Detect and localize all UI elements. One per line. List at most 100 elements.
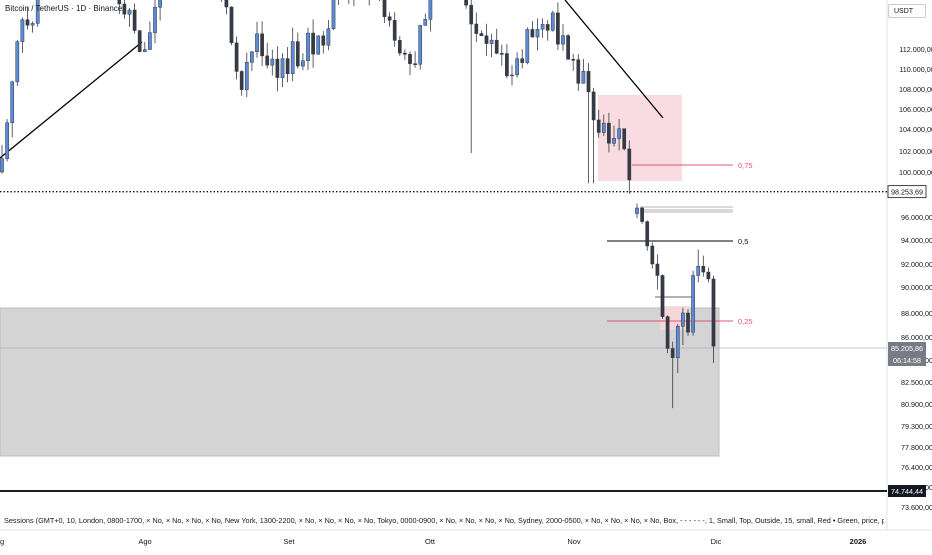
candle-body-117	[596, 119, 601, 133]
resistance-zone	[598, 95, 682, 181]
candle-body-81	[413, 63, 417, 65]
candle-body-111	[566, 35, 570, 60]
candle-body-137	[701, 266, 706, 273]
candle-body-44	[224, 0, 229, 8]
candle-body-5	[25, 19, 30, 26]
price-tick-label-16: 79.300,00	[901, 422, 932, 431]
candle-body-30	[153, 6, 157, 33]
currency-button[interactable]: USDT	[888, 4, 926, 18]
candle-body-119	[607, 122, 611, 144]
candle-body-107	[545, 24, 550, 31]
price-tick-label-12: 86.000,00	[901, 333, 932, 342]
candle-body-122	[622, 128, 627, 150]
candle-body-128	[655, 263, 660, 276]
price-tick-label-20: 73.600,00	[901, 503, 932, 512]
candle-body-7	[35, 0, 40, 24]
indicator-legend: Sessions (GMT+0, 10, London, 0800-1700, …	[4, 516, 884, 525]
candle-body-23	[117, 0, 122, 5]
candle-body-138	[706, 271, 711, 280]
candle-body-62	[316, 35, 321, 55]
candle-body-131	[670, 348, 675, 358]
candle-body-126	[645, 221, 650, 247]
candle-body-98	[499, 53, 504, 55]
candle-body-47	[239, 71, 244, 90]
candle-body-115	[586, 71, 591, 93]
price-tick-label-8: 94.000,00	[901, 236, 932, 245]
last-price-label: 85.205,86	[891, 344, 923, 353]
candle-body-103	[525, 29, 530, 63]
countdown-label-bg	[888, 354, 926, 366]
candle-body-4	[20, 19, 25, 42]
price-tick-label-4: 104.000,00	[899, 125, 932, 134]
trendline-up	[0, 41, 143, 159]
candle-body-125	[640, 207, 644, 222]
fib-075-label: 0,75	[738, 161, 753, 170]
candle-body-96	[489, 39, 494, 44]
candle-body-92	[469, 4, 474, 25]
candle-body-93	[474, 23, 479, 34]
candle-body-123	[627, 148, 632, 181]
candle-body-108	[550, 12, 555, 31]
price-tick-label-15: 80.900,00	[901, 400, 932, 409]
candle-body-76	[387, 16, 392, 21]
candle-body-78	[397, 40, 402, 54]
horizontal-level-price-label-bg	[888, 185, 926, 198]
candle-body-132	[675, 325, 680, 358]
candle-body-52	[265, 55, 270, 66]
candle-body-24	[122, 3, 127, 15]
candle-body-134	[686, 312, 690, 333]
candle-body-124	[635, 207, 639, 214]
candle-body-63	[321, 35, 326, 46]
price-tick-label-5: 102.000,00	[899, 147, 932, 156]
candle-body-29	[148, 32, 152, 50]
price-tick-label-2: 108.000,00	[899, 85, 932, 94]
candle-body-101	[515, 58, 519, 76]
price-tick-label-14: 82.500,00	[901, 378, 932, 387]
time-axis-label-partial: g	[0, 537, 4, 546]
candle-body-48	[244, 62, 249, 90]
candle-body-58	[295, 41, 300, 67]
candle-body-133	[681, 312, 685, 327]
candle-body-127	[650, 245, 655, 265]
candle-body-53	[270, 58, 275, 66]
candle-body-130	[665, 316, 670, 349]
last-price-label-bg	[888, 342, 926, 354]
candle-body-83	[423, 19, 428, 26]
price-tick-label-9: 92.000,00	[901, 260, 932, 269]
bottom-level-price-label: 74.744,44	[891, 487, 923, 496]
candle-body-64	[326, 28, 331, 46]
fib-05-label: 0,5	[738, 237, 748, 246]
candle-body-100	[510, 74, 514, 77]
candle-body-61	[311, 32, 315, 55]
candle-body-26	[132, 9, 137, 31]
price-tick-label-10: 90.000,00	[901, 283, 932, 292]
candle-body-56	[285, 58, 290, 75]
time-axis-label-2: Ott	[425, 537, 436, 546]
candle-body-0	[0, 158, 4, 173]
candle-body-60	[306, 32, 310, 61]
candle-body-97	[494, 39, 499, 54]
candle-body-46	[234, 42, 239, 72]
candle-body-105	[535, 28, 540, 38]
candle-body-77	[392, 19, 397, 41]
trendline-down	[564, 0, 664, 119]
time-axis-label-1: Set	[283, 537, 295, 546]
candle-body-57	[290, 41, 295, 75]
candle-body-25	[127, 9, 132, 15]
candle-body-114	[581, 71, 586, 84]
candle-body-95	[484, 35, 489, 44]
price-tick-label-18: 76.400,00	[901, 463, 932, 472]
candle-body-55	[280, 58, 285, 78]
candle-body-113	[576, 59, 581, 84]
price-tick-label-6: 100.000,00	[899, 168, 932, 177]
candle-body-75	[382, 0, 387, 18]
candle-body-136	[696, 266, 701, 276]
candle-body-54	[275, 58, 280, 78]
candle-body-104	[530, 29, 535, 38]
price-tick-label-1: 110.000,00	[899, 65, 932, 74]
candle-body-50	[255, 33, 259, 52]
candle-body-99	[505, 53, 509, 77]
symbol-title: Bitcoin / TetherUS · 1D · Binance	[5, 4, 123, 13]
